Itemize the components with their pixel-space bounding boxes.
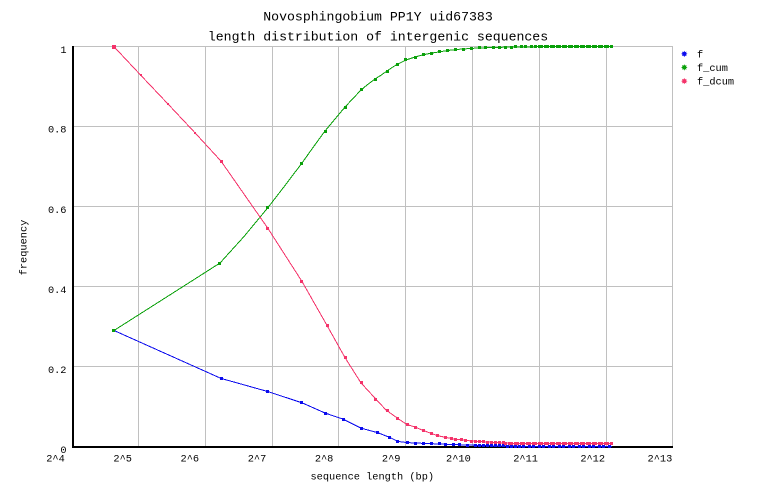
svg-text:2^11: 2^11 — [513, 454, 538, 466]
svg-text:0.8: 0.8 — [48, 125, 67, 137]
svg-text:Novosphingobium PP1Y uid67383: Novosphingobium PP1Y uid67383 — [263, 9, 493, 24]
svg-text:length distribution of interge: length distribution of intergenic sequen… — [208, 29, 548, 44]
svg-text:0: 0 — [60, 445, 66, 457]
svg-text:0.6: 0.6 — [48, 205, 67, 217]
svg-text:f_cum: f_cum — [697, 63, 728, 75]
svg-text:f: f — [697, 49, 703, 61]
svg-text:2^13: 2^13 — [648, 454, 673, 466]
svg-text:2^4: 2^4 — [46, 454, 65, 466]
svg-text:2^9: 2^9 — [382, 454, 401, 466]
svg-text:1: 1 — [60, 45, 66, 57]
svg-text:2^12: 2^12 — [580, 454, 605, 466]
svg-text:2^5: 2^5 — [113, 454, 132, 466]
svg-text:2^7: 2^7 — [248, 454, 267, 466]
svg-text:0.4: 0.4 — [48, 285, 67, 297]
svg-text:2^10: 2^10 — [446, 454, 471, 466]
svg-text:0.2: 0.2 — [48, 365, 67, 377]
svg-text:2^6: 2^6 — [181, 454, 200, 466]
svg-text:frequency: frequency — [19, 220, 31, 276]
svg-text:2^8: 2^8 — [315, 454, 334, 466]
svg-text:f_dcum: f_dcum — [697, 77, 734, 89]
svg-text:sequence length (bp): sequence length (bp) — [311, 472, 435, 484]
